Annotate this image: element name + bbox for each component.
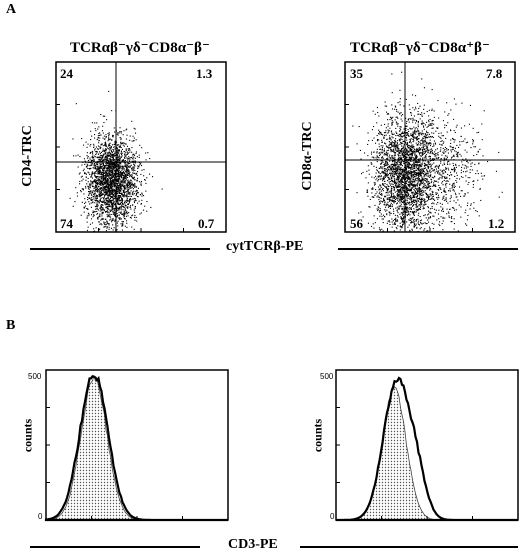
axis-ticks-left — [56, 104, 184, 232]
scatter-plot-left — [55, 61, 227, 233]
quadrant-lower-left-left: 74 — [60, 216, 73, 231]
histogram-ylabel-left: counts — [20, 418, 35, 453]
histogram-right — [335, 369, 519, 522]
scatter-ylabel-left: CD4-TRC — [20, 125, 35, 187]
quadrant-upper-right-right: 7.8 — [486, 66, 503, 81]
axis-rule-right-b — [300, 546, 518, 548]
quadrant-lower-right-left: 0.7 — [198, 216, 215, 231]
scatter-title-right: TCRαβ⁻γδ⁻CD8α⁺β⁻ — [350, 40, 490, 56]
histogram-ylabel-right: counts — [310, 418, 325, 453]
axis-ticks-hist-left — [46, 407, 183, 520]
histogram-left — [44, 369, 229, 522]
scatter-title-left: TCRαβ⁻γδ⁻CD8α⁻β⁻ — [70, 40, 210, 56]
panel-b-letter: B — [6, 318, 16, 333]
axis-rule-left — [30, 248, 210, 250]
histogram-ytick-0-left: 0 — [38, 512, 43, 521]
quadrant-upper-left-right: 35 — [350, 66, 363, 81]
histogram-ytick-500-right: 500 — [320, 372, 334, 381]
quadrant-upper-left-left: 24 — [60, 66, 73, 81]
histogram-ytick-0-right: 0 — [330, 512, 335, 521]
histogram-fill-left — [45, 374, 228, 521]
histogram-outline-right — [336, 376, 518, 522]
quadrant-lower-left-right: 56 — [350, 216, 363, 231]
scatter-plot-right — [344, 61, 516, 233]
histogram-xlabel: CD3-PE — [228, 537, 278, 552]
plot-frame — [335, 369, 519, 521]
scatter-ylabel-right: CD8α-TRC — [300, 121, 315, 191]
panel-a-letter: A — [6, 2, 17, 17]
axis-rule-right — [338, 248, 518, 250]
quadrant-upper-right-left: 1.3 — [196, 66, 213, 81]
histogram-ytick-500-left: 500 — [28, 372, 42, 381]
histogram-fill-right — [336, 386, 518, 521]
scatter-points-right — [352, 71, 503, 233]
axis-rule-left-b — [30, 546, 200, 548]
axis-ticks-right — [345, 104, 473, 232]
quadrant-lower-right-right: 1.2 — [488, 216, 505, 231]
plot-frame — [55, 61, 227, 233]
axis-ticks-hist-right — [336, 407, 473, 520]
scatter-xlabel: cytTCRβ-PE — [226, 239, 304, 254]
